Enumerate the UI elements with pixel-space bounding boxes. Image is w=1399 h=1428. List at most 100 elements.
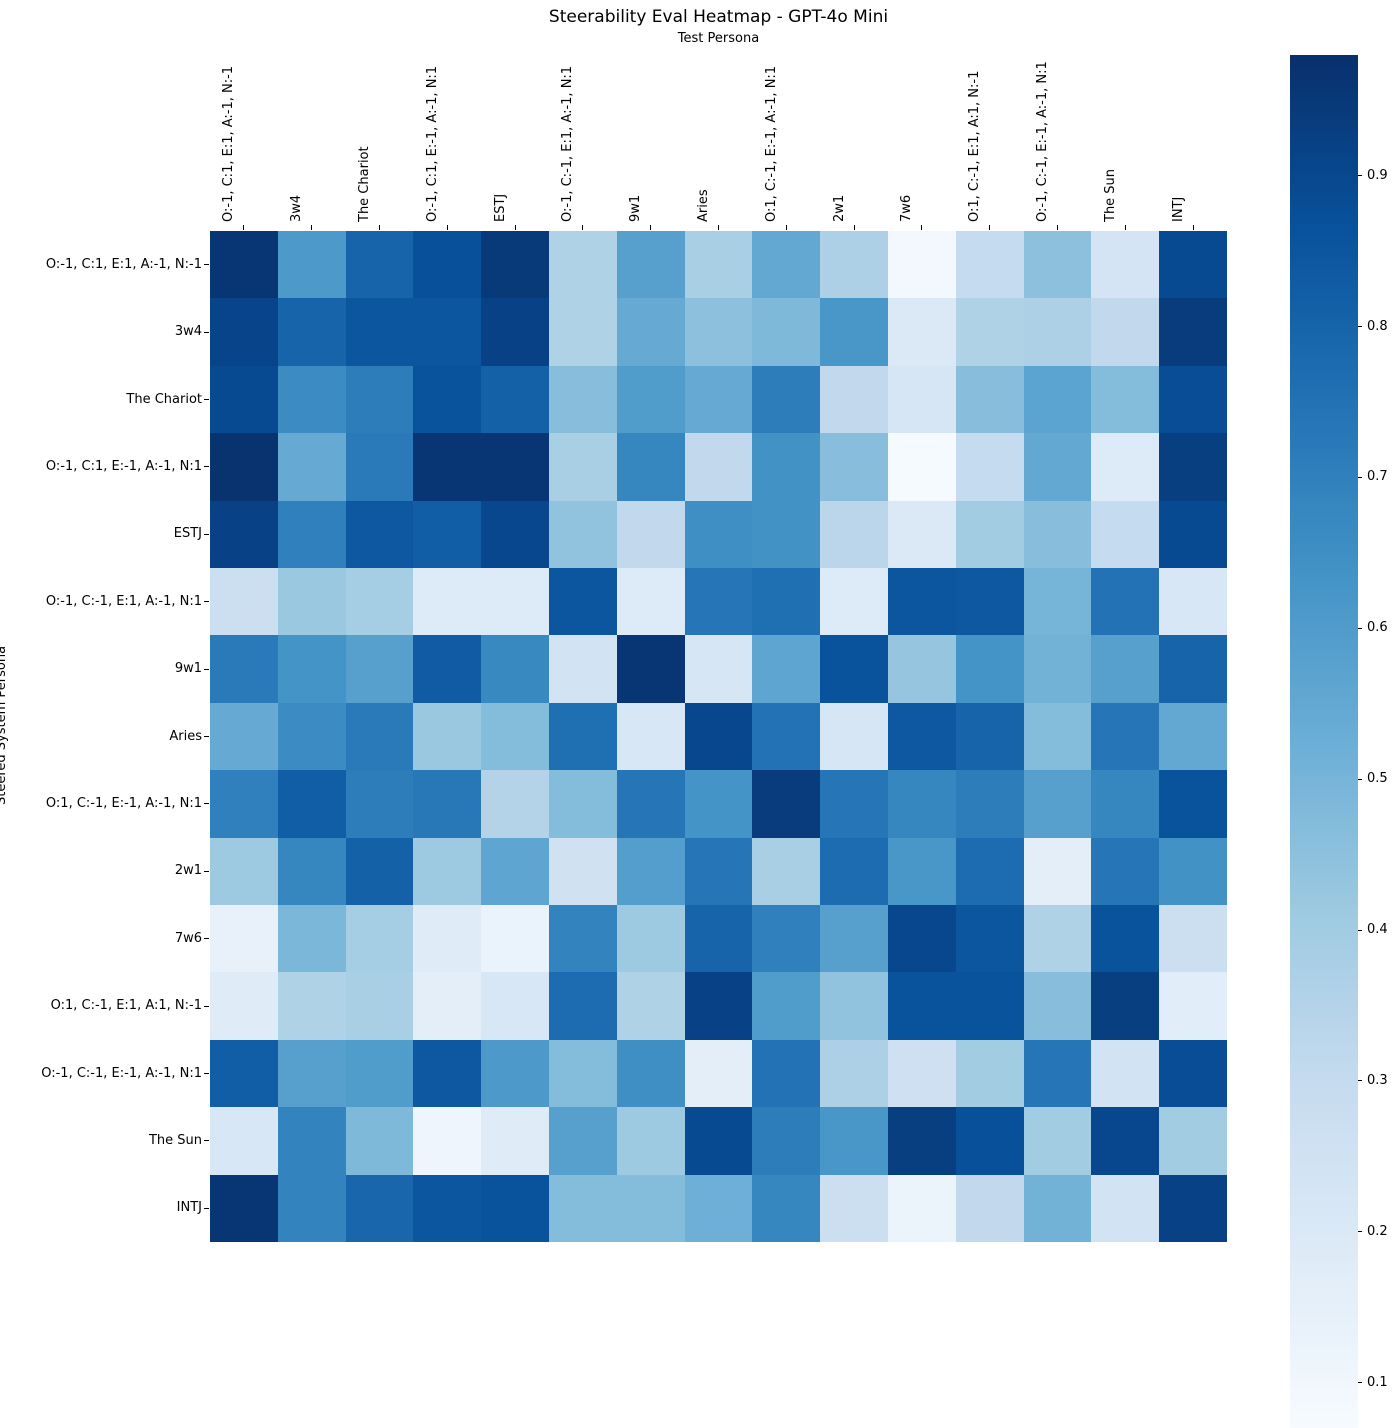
colorbar-tick-label: 0.1 [1367,1374,1388,1390]
heatmap-cell [888,972,956,1040]
heatmap-cell [481,635,549,703]
heatmap-cell [210,433,278,501]
heatmap-cell [210,972,278,1040]
heatmap-cell [345,1107,414,1175]
heatmap-cell [820,837,888,905]
heatmap-cell [955,433,1024,501]
heatmap-cell [481,500,549,568]
heatmap-cell [413,770,482,838]
heatmap-cell [1091,837,1160,905]
x-tick-mark [446,225,448,230]
x-tick-mark [1192,225,1194,230]
y-tick-mark [204,1005,209,1007]
heatmap-cell [1091,702,1160,771]
heatmap-cell [345,702,414,771]
heatmap-cell [888,231,956,299]
heatmap-cell [1023,365,1092,434]
heatmap-cell [345,1039,414,1108]
y-tick-label: O:-1, C:-1, E:1, A:-1, N:1 [45,593,202,609]
colorbar-tick-mark [1358,929,1362,931]
heatmap-cell [210,1107,278,1175]
x-tick-label: O:-1, C:-1, E:1, A:-1, N:1 [560,65,576,222]
heatmap-cell [1091,500,1160,568]
heatmap-cell [820,433,888,501]
heatmap-cell [345,500,414,568]
heatmap-cell [413,702,482,771]
heatmap-cell [413,1107,482,1175]
heatmap-cell [820,1174,888,1242]
heatmap-cell [1023,905,1092,973]
heatmap-cell [1091,568,1160,636]
heatmap-cell [888,702,956,771]
heatmap-cell [820,702,888,771]
heatmap-cell [549,972,617,1040]
heatmap-cell [1091,635,1160,703]
heatmap-cell [820,231,888,299]
x-tick-label: 2w1 [831,194,847,222]
heatmap-cell [888,1039,956,1108]
y-tick-mark [204,331,209,333]
colorbar-tick-mark [1358,627,1362,629]
heatmap-cell [684,231,753,299]
heatmap-cell [820,972,888,1040]
heatmap-cell [210,1174,278,1242]
heatmap-cell [752,702,821,771]
heatmap-cell [955,500,1024,568]
heatmap-cell [481,568,549,636]
heatmap-cell [277,837,346,905]
heatmap-cell [955,702,1024,771]
y-tick-mark [204,938,209,940]
colorbar-tick-mark [1358,1231,1362,1233]
heatmap-cell [752,433,821,501]
x-tick-mark [379,225,380,230]
heatmap-cell [684,1174,753,1242]
heatmap-cell [345,905,414,973]
heatmap-cell [955,972,1024,1040]
heatmap-cell [345,231,414,299]
colorbar-tick-label: 0.6 [1367,620,1388,636]
heatmap-cell [752,905,821,973]
heatmap-cell [820,365,888,434]
colorbar-tick-label: 0.9 [1367,167,1388,183]
heatmap-cell [1091,770,1160,838]
heatmap-cell [955,231,1024,299]
x-tick-label: O:1, C:-1, E:1, A:1, N:-1 [967,70,983,222]
heatmap-cell [955,568,1024,636]
heatmap-cell [684,500,753,568]
y-tick-label: 2w1 [174,863,202,879]
heatmap-cell [345,770,414,838]
x-tick-mark [1057,225,1058,230]
heatmap-cell [752,365,821,434]
heatmap-cell [1023,972,1092,1040]
heatmap-cell [1091,231,1160,299]
heatmap-cell [277,365,346,434]
heatmap-cell [549,905,617,973]
heatmap-cell [549,568,617,636]
heatmap-cell [1091,298,1160,366]
heatmap-cell [481,1039,549,1108]
y-tick-label: 3w4 [174,324,202,340]
heatmap-cell [820,1039,888,1108]
colorbar [1290,55,1358,1428]
heatmap-cell [210,770,278,838]
x-tick-label: 7w6 [899,194,915,222]
colorbar-tick-mark [1358,476,1362,478]
heatmap-cell [955,1174,1024,1242]
heatmap-cell [481,972,549,1040]
heatmap-cell [752,837,821,905]
heatmap-cell [345,433,414,501]
colorbar-tick-mark [1358,1382,1362,1384]
heatmap-cell [549,1107,617,1175]
heatmap-cell [549,500,617,568]
heatmap-cell [1023,433,1092,501]
heatmap-cell [481,702,549,771]
heatmap-cell [888,298,956,366]
x-tick-label: 3w4 [289,194,305,222]
heatmap-cell [752,635,821,703]
x-tick-mark [718,225,719,230]
heatmap-cell [549,837,617,905]
heatmap-cell [210,635,278,703]
colorbar-tick-label: 0.8 [1367,318,1388,334]
x-tick-label: O:-1, C:-1, E:-1, A:-1, N:1 [1035,61,1050,222]
